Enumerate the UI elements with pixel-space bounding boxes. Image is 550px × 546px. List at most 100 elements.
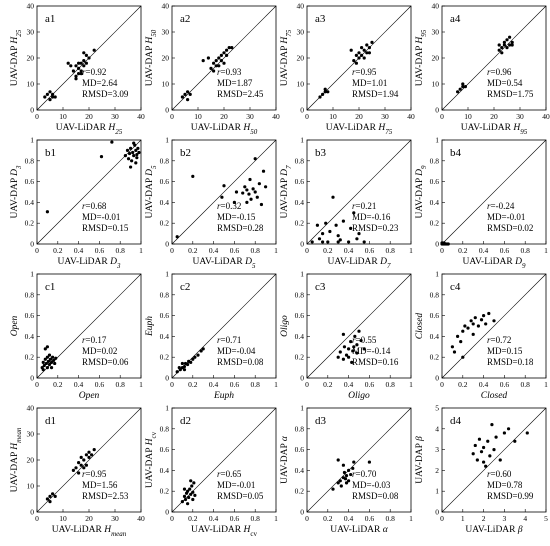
x-tick-label: 0.2 [53, 380, 63, 389]
x-tick-label: 0.2 [458, 380, 468, 389]
data-point [323, 87, 327, 91]
data-point [355, 237, 359, 241]
x-tick-label: 30 [516, 112, 524, 121]
data-point [212, 69, 216, 73]
data-point [508, 43, 512, 47]
data-point [479, 450, 484, 454]
data-point [82, 458, 86, 462]
y-tick-label: 20 [162, 54, 170, 63]
stat-label: MD=0.02 [82, 346, 117, 356]
x-tick-label: 0.4 [74, 246, 84, 255]
data-point [357, 56, 361, 60]
x-tick-label: 1 [274, 514, 278, 523]
y-tick-label: 1 [435, 487, 439, 496]
x-tick-label: 0 [170, 246, 174, 255]
panel-c1: 0 0.2 0.4 0.6 0.8 1 0 0.2 0.4 0.6 0.8 1 Open Open c1 r=… [10, 270, 143, 402]
x-tick-label: 0.4 [344, 246, 354, 255]
x-tick-label: 0.2 [323, 514, 333, 523]
x-axis-label: UAV-LiDAR D5 [193, 257, 256, 270]
data-point [87, 450, 91, 454]
data-point [79, 61, 83, 65]
x-axis-label: UAV-LiDAR β [465, 525, 523, 535]
data-point [230, 46, 234, 50]
data-point [71, 468, 75, 472]
x-tick-label: 2 [482, 514, 486, 523]
y-tick-label: 0.2 [160, 219, 170, 228]
y-tick-label: 0 [300, 106, 304, 115]
data-point [219, 53, 223, 58]
stat-label: RMSD=1.94 [352, 89, 399, 99]
y-tick-label: 30 [297, 28, 305, 37]
data-point [129, 146, 133, 150]
data-point [471, 332, 475, 336]
data-point [360, 46, 364, 50]
data-point [341, 332, 345, 336]
data-point [127, 151, 132, 156]
stat-label: RMSD=0.23 [352, 223, 399, 233]
y-tick-label: 0.2 [295, 219, 305, 228]
data-point [186, 90, 190, 94]
data-point [482, 314, 486, 318]
x-tick-label: 0.2 [323, 246, 333, 255]
data-point [191, 357, 195, 361]
data-point [461, 85, 465, 89]
data-point [339, 484, 343, 488]
plot-frame [306, 139, 412, 245]
panel-a4: 0 10 20 30 40 0 10 20 30 40 UAV-LiDAR H95 UAV-DAP H… [415, 2, 550, 137]
data-point [45, 345, 50, 349]
stat-label: r=0.55 [352, 335, 377, 345]
y-tick-label: 0 [300, 508, 304, 517]
y-tick-label: 0.6 [430, 311, 440, 320]
y-tick-label: 0.8 [160, 424, 170, 433]
data-point [506, 427, 511, 431]
data-point [222, 51, 226, 55]
y-tick-label: 0.4 [295, 466, 305, 475]
data-point [180, 500, 184, 504]
data-point [336, 458, 340, 462]
data-point [77, 72, 81, 76]
stat-label: MD=-0.04 [217, 346, 256, 356]
data-point [525, 431, 529, 435]
data-point [355, 351, 359, 355]
data-point [77, 461, 81, 465]
data-point [45, 210, 50, 214]
plot-frame [441, 273, 547, 379]
y-axis-label: UAV-DAP α [280, 435, 290, 484]
x-tick-label: 0 [170, 514, 174, 523]
data-point [180, 361, 184, 366]
data-point [52, 358, 56, 362]
data-point [352, 211, 356, 215]
data-point [321, 92, 325, 96]
y-axis-label: Euph [145, 316, 155, 337]
data-point [331, 195, 335, 199]
data-point [45, 92, 50, 96]
data-point [315, 223, 319, 227]
x-tick-label: 40 [272, 112, 280, 121]
data-point [261, 169, 266, 173]
data-point [183, 92, 187, 96]
y-axis-label: UAV-DAP H50 [145, 29, 158, 86]
y-tick-label: 0.4 [25, 198, 35, 207]
data-point [365, 51, 369, 55]
y-tick-label: 40 [162, 2, 170, 11]
data-point [189, 360, 193, 364]
y-tick-label: 10 [432, 80, 440, 89]
y-axis-label: UAV-DAP β [415, 436, 425, 484]
panel-b2: 0 0.2 0.4 0.6 0.8 1 0 0.2 0.4 0.6 0.8 1 UAV-LiDAR D5… [145, 136, 278, 271]
panel-c2: 0 0.2 0.4 0.6 0.8 1 0 0.2 0.4 0.6 0.8 1 Euph Euph c2 r=… [145, 270, 278, 402]
data-point [134, 161, 138, 165]
data-point [191, 174, 195, 178]
data-point [338, 238, 342, 242]
data-point [227, 46, 231, 50]
data-point [505, 46, 509, 50]
stat-label: MD=2.64 [82, 78, 118, 88]
stat-label: r=0.96 [487, 67, 512, 77]
data-point [347, 240, 351, 244]
y-tick-label: 0.4 [160, 332, 170, 341]
y-tick-label: 0.4 [25, 332, 35, 341]
x-tick-label: 0.4 [479, 246, 489, 255]
y-tick-label: 0.4 [295, 198, 305, 207]
one-to-one-line [306, 273, 412, 379]
stat-label: r=0.60 [487, 469, 512, 479]
data-point [135, 156, 139, 160]
